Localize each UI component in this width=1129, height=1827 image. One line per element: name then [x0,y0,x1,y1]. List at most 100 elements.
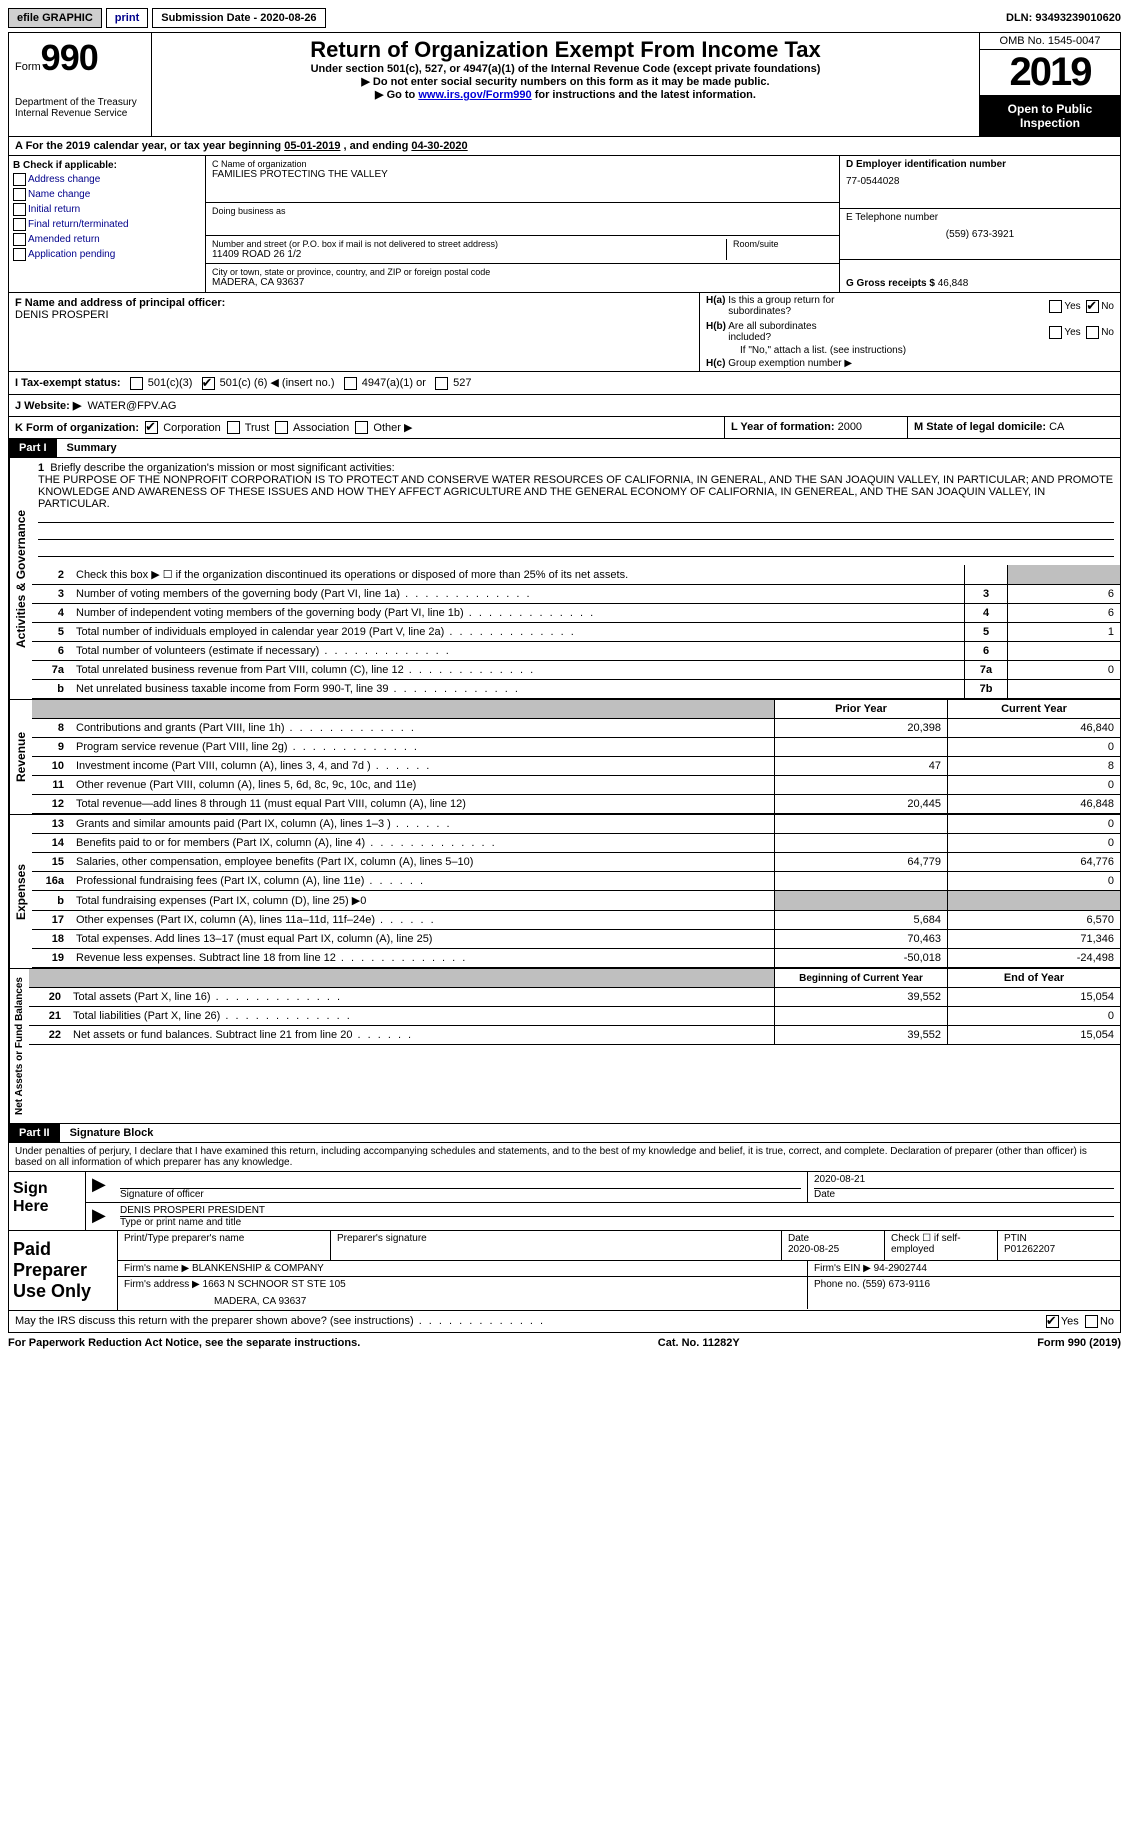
box-m: M State of legal domicile: CA [908,417,1120,439]
box-j: J Website: ▶ WATER@FPV.AG [8,395,1121,417]
chk-pending[interactable]: Application pending [13,248,201,261]
hdr-prior: Prior Year [835,703,887,715]
chk-amended[interactable]: Amended return [13,233,201,246]
hb-label: H(b) Are all subordinates included? [706,321,1049,343]
501c-insert: 501(c) (6) ◀ (insert no.) [220,377,335,389]
header-center: Return of Organization Exempt From Incom… [152,33,979,136]
c20: 15,054 [948,988,1121,1007]
p12: 20,445 [775,795,948,814]
gross-label: G Gross receipts $ [846,278,935,289]
chk-final[interactable]: Final return/terminated [13,218,201,231]
netassets-table: Beginning of Current YearEnd of Year 20T… [29,969,1120,1045]
footer: For Paperwork Reduction Act Notice, see … [8,1333,1121,1353]
p14 [775,834,948,853]
paid-preparer-block: Paid Preparer Use Only Print/Type prepar… [8,1231,1121,1311]
v6 [1008,642,1121,661]
dept2: Internal Revenue Service [15,108,145,119]
p8: 20,398 [775,719,948,738]
box-l: L Year of formation: 2000 [725,417,908,439]
p10: 47 [775,757,948,776]
part1-title: Summary [57,442,117,454]
firm-addr-label: Firm's address ▶ [124,1279,200,1290]
firm-phone-label: Phone no. [814,1279,860,1290]
firm-phone: (559) 673-9116 [862,1279,930,1290]
city-state-zip: MADERA, CA 93637 [212,277,833,288]
l2: Check this box ▶ ☐ if the organization d… [70,565,965,585]
footer-right: Form 990 (2019) [1037,1337,1121,1349]
p17: 5,684 [775,911,948,930]
box-d: D Employer identification number 77-0544… [839,156,1120,292]
firm-ein-label: Firm's EIN ▶ [814,1263,871,1274]
c19: -24,498 [948,949,1121,968]
submission-date: Submission Date - 2020-08-26 [152,8,325,28]
self-employed: Check ☐ if self-employed [885,1231,998,1260]
l16a: Professional fundraising fees (Part IX, … [76,875,364,887]
k-trust: Trust [245,422,270,434]
website-label: J Website: ▶ [15,400,81,412]
chk-name[interactable]: Name change [13,188,201,201]
phone-value: (559) 673-3921 [846,229,1114,240]
name-label: C Name of organization [212,159,833,169]
sign-here-label: Sign Here [9,1172,86,1230]
c14: 0 [948,834,1121,853]
firm-name-label: Firm's name ▶ [124,1263,189,1274]
box-b: B Check if applicable: Address change Na… [9,156,206,292]
revenue-label: Revenue [9,700,32,814]
c17: 6,570 [948,911,1121,930]
subdate-value: 2020-08-26 [260,12,316,24]
l22: Net assets or fund balances. Subtract li… [73,1029,352,1041]
dln-label: DLN: [1006,12,1032,24]
l7b: Net unrelated business taxable income fr… [76,683,388,695]
irs-link[interactable]: www.irs.gov/Form990 [418,89,531,101]
p21 [775,1007,948,1026]
c15: 64,776 [948,853,1121,872]
expenses-table: 13Grants and similar amounts paid (Part … [32,815,1120,968]
officer-name: DENIS PROSPERI [15,309,693,321]
expenses-label: Expenses [9,815,32,968]
box-f: F Name and address of principal officer:… [9,293,700,371]
c22: 15,054 [948,1026,1121,1045]
c21: 0 [948,1007,1121,1026]
l21: Total liabilities (Part X, line 26) [73,1010,220,1022]
chk-address[interactable]: Address change [13,173,201,186]
l11: Other revenue (Part VIII, column (A), li… [76,779,416,791]
l19: Revenue less expenses. Subtract line 18 … [76,952,336,964]
l13: Grants and similar amounts paid (Part IX… [76,818,391,830]
p18: 70,463 [775,930,948,949]
form-header: Form990 Department of the Treasury Inter… [8,32,1121,137]
top-bar: efile GRAPHIC print Submission Date - 20… [8,8,1121,28]
hdr-end: End of Year [1004,972,1064,984]
ha-answers: Yes No [1049,300,1114,313]
subtitle-2: ▶ Do not enter social security numbers o… [160,75,971,88]
ha-label: H(a) Is this a group return for subordin… [706,295,1049,317]
declaration-text: Under penalties of perjury, I declare th… [8,1143,1121,1172]
l6: Total number of volunteers (estimate if … [76,645,319,657]
box-h: H(a) Is this a group return for subordin… [700,293,1120,371]
sig-name-label: Type or print name and title [120,1217,241,1228]
dln: DLN: 93493239010620 [1006,12,1121,24]
prep-name-label: Print/Type preparer's name [124,1233,244,1244]
activities-block: Activities & Governance 1 Briefly descri… [8,458,1121,700]
part1-header: Part I Summary [8,439,1121,458]
k-other: Other ▶ [373,422,412,434]
l18: Total expenses. Add lines 13–17 (must eq… [76,933,432,945]
discuss-row: May the IRS discuss this return with the… [8,1311,1121,1333]
street-address: 11409 ROAD 26 1/2 [212,249,726,260]
form-number: 990 [41,37,98,78]
period-label: A For the 2019 calendar year, or tax yea… [15,140,284,152]
c9: 0 [948,738,1121,757]
firm-name: BLANKENSHIP & COMPANY [192,1263,324,1274]
year-formation-label: L Year of formation: [731,421,835,433]
hdr-curr: Current Year [1001,703,1067,715]
subtitle-1: Under section 501(c), 527, or 4947(a)(1)… [160,63,971,75]
part2-title: Signature Block [60,1127,154,1139]
period-begin: 05-01-2019 [284,140,340,152]
revenue-block: Revenue Prior YearCurrent Year 8Contribu… [8,700,1121,815]
omb-number: OMB No. 1545-0047 [980,33,1120,50]
print-button[interactable]: print [106,8,148,28]
c16a: 0 [948,872,1121,891]
website-value: WATER@FPV.AG [87,400,176,412]
p11 [775,776,948,795]
chk-initial[interactable]: Initial return [13,203,201,216]
c18: 71,346 [948,930,1121,949]
